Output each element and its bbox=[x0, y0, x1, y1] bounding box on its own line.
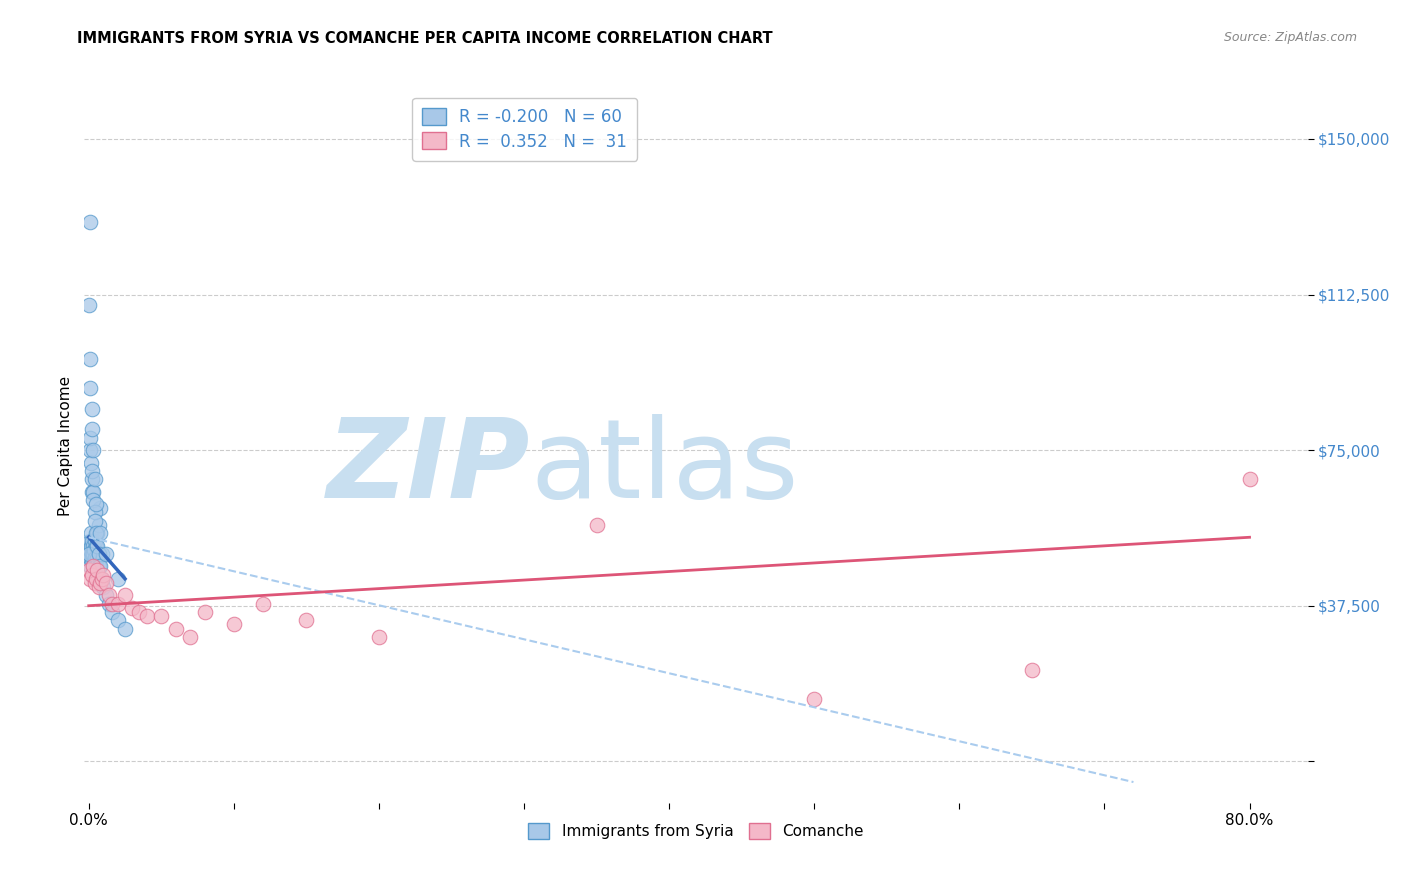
Point bbox=[89, 501, 111, 516]
Point bbox=[87, 559, 110, 574]
Point bbox=[80, 534, 103, 549]
Point bbox=[79, 564, 101, 578]
Point bbox=[114, 588, 136, 602]
Point bbox=[90, 572, 112, 586]
Point bbox=[79, 534, 101, 549]
Point bbox=[79, 298, 101, 312]
Text: atlas: atlas bbox=[531, 414, 800, 521]
Point bbox=[79, 443, 101, 458]
Point bbox=[803, 692, 825, 706]
Point bbox=[94, 575, 117, 590]
Text: Source: ZipAtlas.com: Source: ZipAtlas.com bbox=[1223, 31, 1357, 45]
Point bbox=[1239, 472, 1261, 486]
Point bbox=[79, 542, 101, 557]
Point bbox=[84, 539, 107, 553]
Text: ZIP: ZIP bbox=[328, 414, 531, 521]
Point bbox=[1021, 663, 1043, 677]
Point bbox=[86, 551, 108, 566]
Point bbox=[101, 597, 124, 611]
Point bbox=[79, 559, 101, 574]
Point bbox=[80, 526, 103, 541]
Point bbox=[87, 547, 110, 561]
Point bbox=[82, 547, 104, 561]
Legend: Immigrants from Syria, Comanche: Immigrants from Syria, Comanche bbox=[522, 817, 870, 845]
Point bbox=[295, 613, 318, 627]
Point bbox=[83, 505, 105, 519]
Point bbox=[80, 401, 103, 416]
Point bbox=[194, 605, 217, 619]
Point bbox=[87, 517, 110, 532]
Point bbox=[83, 534, 105, 549]
Point bbox=[101, 605, 124, 619]
Point bbox=[585, 517, 607, 532]
Text: IMMIGRANTS FROM SYRIA VS COMANCHE PER CAPITA INCOME CORRELATION CHART: IMMIGRANTS FROM SYRIA VS COMANCHE PER CA… bbox=[77, 31, 773, 46]
Point bbox=[83, 472, 105, 486]
Point bbox=[91, 567, 114, 582]
Point bbox=[128, 605, 150, 619]
Point bbox=[82, 443, 104, 458]
Point bbox=[79, 215, 101, 229]
Point bbox=[83, 575, 105, 590]
Point bbox=[90, 547, 112, 561]
Point bbox=[79, 547, 101, 561]
Point bbox=[84, 497, 107, 511]
Point bbox=[83, 514, 105, 528]
Point bbox=[82, 492, 104, 507]
Point bbox=[84, 559, 107, 574]
Point bbox=[84, 572, 107, 586]
Point bbox=[222, 617, 245, 632]
Point bbox=[90, 572, 112, 586]
Point bbox=[91, 580, 114, 594]
Point bbox=[114, 622, 136, 636]
Point bbox=[80, 422, 103, 436]
Point bbox=[150, 609, 173, 624]
Point bbox=[80, 567, 103, 582]
Y-axis label: Per Capita Income: Per Capita Income bbox=[58, 376, 73, 516]
Point bbox=[94, 588, 117, 602]
Point bbox=[80, 551, 103, 566]
Point bbox=[84, 526, 107, 541]
Point bbox=[98, 597, 121, 611]
Point bbox=[79, 431, 101, 445]
Point bbox=[80, 456, 103, 470]
Point bbox=[80, 539, 103, 553]
Point bbox=[86, 526, 108, 541]
Point bbox=[368, 630, 391, 644]
Point bbox=[94, 547, 117, 561]
Point bbox=[107, 613, 129, 627]
Point bbox=[86, 539, 108, 553]
Point bbox=[82, 559, 104, 574]
Point bbox=[79, 351, 101, 366]
Point bbox=[252, 597, 274, 611]
Point bbox=[107, 597, 129, 611]
Point bbox=[80, 555, 103, 569]
Point bbox=[89, 526, 111, 541]
Point bbox=[83, 555, 105, 569]
Point bbox=[107, 572, 129, 586]
Point bbox=[86, 564, 108, 578]
Point bbox=[80, 472, 103, 486]
Point bbox=[89, 559, 111, 574]
Point bbox=[79, 381, 101, 395]
Point bbox=[82, 547, 104, 561]
Point bbox=[179, 630, 201, 644]
Point bbox=[80, 484, 103, 499]
Point bbox=[121, 600, 143, 615]
Point bbox=[165, 622, 187, 636]
Point bbox=[98, 588, 121, 602]
Point bbox=[84, 551, 107, 566]
Point bbox=[82, 464, 104, 478]
Point bbox=[82, 539, 104, 553]
Point bbox=[89, 575, 111, 590]
Point bbox=[82, 559, 104, 574]
Point bbox=[79, 551, 101, 566]
Point bbox=[87, 580, 110, 594]
Point bbox=[79, 547, 101, 561]
Point bbox=[82, 484, 104, 499]
Point bbox=[79, 572, 101, 586]
Point bbox=[135, 609, 157, 624]
Point bbox=[83, 542, 105, 557]
